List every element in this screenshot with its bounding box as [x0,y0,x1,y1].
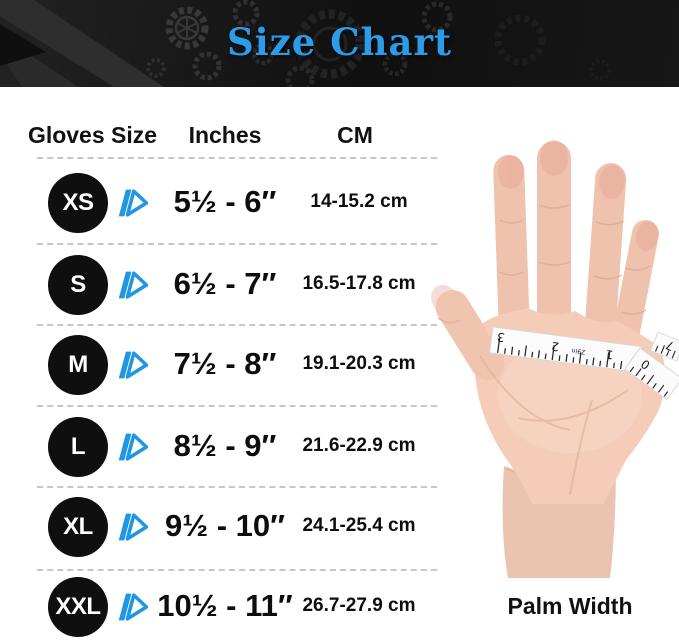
row-divider [37,405,437,407]
tape-number: 1 [605,347,614,362]
size-badge: S [48,255,108,315]
cm-value: 24.1-25.4 cm [302,515,416,536]
inches-value: 5½ - 6″ [173,184,277,219]
arrow-icon [118,593,148,621]
arrow-icon [118,271,148,299]
row-divider [37,486,437,488]
inches-value: 6½ - 7″ [173,266,277,301]
size-row-l: L 8½ - 9″ 21.6-22.9 cm [0,412,445,482]
size-row-xxl: XXL 10½ - 11″ 26.7-27.9 cm [0,572,445,641]
row-divider [37,569,437,571]
row-divider [37,243,437,245]
cm-value: 19.1-20.3 cm [302,353,416,374]
page-title: Size Chart [226,20,453,64]
size-row-s: S 6½ - 7″ 16.5-17.8 cm [0,250,445,320]
size-badge: L [48,417,108,477]
measuring-tape: 3 2 29in 1 0 7 [489,326,679,401]
arrow-icon [118,513,148,541]
header-banner: Size Chart [0,0,679,87]
cm-value: 21.6-22.9 cm [302,435,416,456]
size-row-xl: XL 9½ - 10″ 24.1-25.4 cm [0,492,445,562]
size-row-xs: XS 5½ - 6″ 14-15.2 cm [0,168,445,238]
size-row-m: M 7½ - 8″ 19.1-20.3 cm [0,330,445,400]
cm-value: 16.5-17.8 cm [302,273,416,294]
arrow-icon [118,433,148,461]
column-header-inches: Inches [188,122,262,148]
arrow-icon [118,351,148,379]
cm-value: 14-15.2 cm [310,191,408,212]
size-badge: XL [48,497,108,557]
tape-number: 2 [550,339,559,354]
column-header-gloves-size: Gloves Size [27,122,158,148]
row-divider [37,324,437,326]
row-divider [37,157,437,159]
size-badge: XXL [48,577,108,637]
hand-photo: 3 2 29in 1 0 7 [431,140,679,578]
inches-value: 9½ - 10″ [165,508,285,543]
inches-value: 10½ - 11″ [157,588,293,623]
palm-width-caption: Palm Width [507,593,633,619]
inches-value: 7½ - 8″ [173,346,277,381]
cm-value: 26.7-27.9 cm [302,595,416,616]
size-badge: M [48,335,108,395]
gears-decoration [0,0,611,87]
inches-value: 8½ - 9″ [173,428,277,463]
tape-number: 29in [571,346,586,356]
column-header-cm: CM [337,122,373,148]
tape-number: 3 [496,330,505,345]
arrow-icon [118,189,148,217]
size-badge: XS [48,173,108,233]
